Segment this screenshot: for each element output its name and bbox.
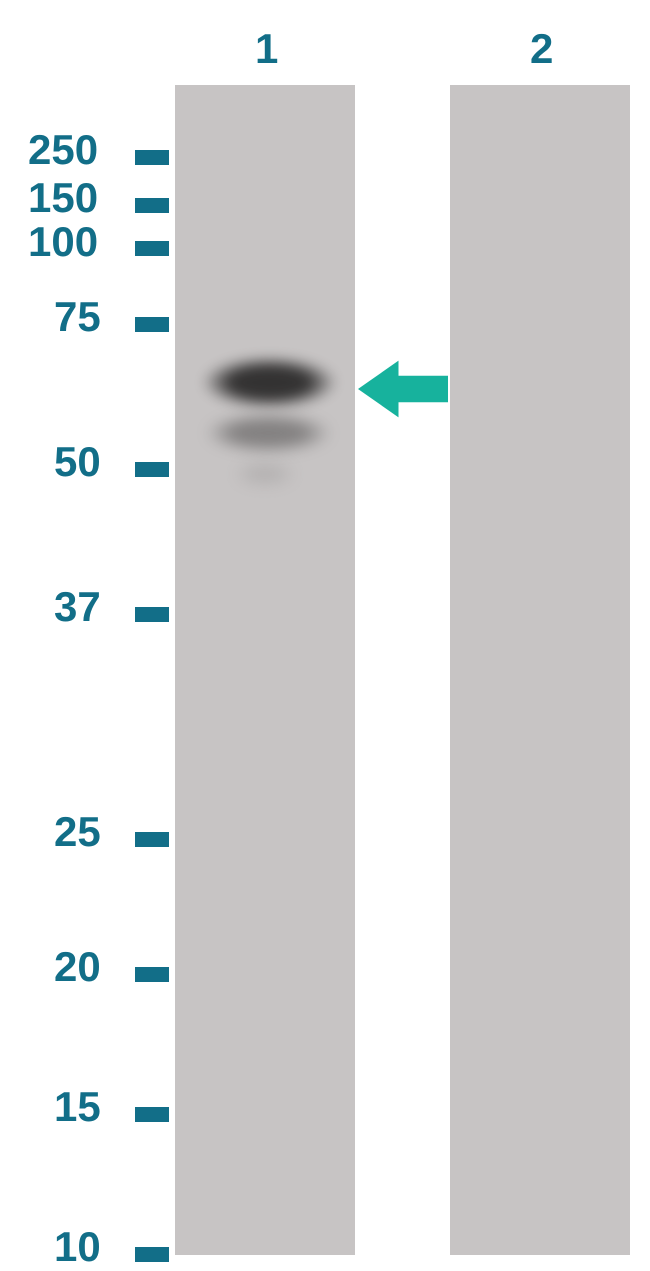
mw-label: 50: [54, 438, 101, 486]
western-blot-figure: 1 2 250150100 75 50 37 25 20 15 10: [0, 0, 650, 1270]
mw-tick: [135, 462, 169, 477]
mw-tick: [135, 607, 169, 622]
mw-label: 20: [54, 943, 101, 991]
mw-tick: [135, 241, 169, 256]
lane-1-label: 1: [255, 25, 278, 73]
mw-label: 25: [54, 808, 101, 856]
protein-band: [192, 355, 347, 410]
lane-1-strip: [175, 85, 355, 1255]
mw-label: 250: [28, 126, 98, 174]
protein-band: [230, 462, 300, 486]
lane-2-strip: [450, 85, 630, 1255]
mw-tick: [135, 1107, 169, 1122]
mw-label: 37: [54, 583, 101, 631]
mw-label: 10: [54, 1223, 101, 1271]
protein-band: [196, 412, 341, 454]
mw-tick: [135, 832, 169, 847]
mw-label: 75: [54, 293, 101, 341]
lane-2-label: 2: [530, 25, 553, 73]
mw-tick: [135, 150, 169, 165]
mw-label: 150: [28, 174, 98, 222]
target-band-arrow-icon: [358, 358, 448, 420]
mw-tick: [135, 1247, 169, 1262]
mw-label: 100: [28, 218, 98, 266]
mw-label: 15: [54, 1083, 101, 1131]
mw-tick: [135, 198, 169, 213]
mw-tick: [135, 967, 169, 982]
mw-tick: [135, 317, 169, 332]
